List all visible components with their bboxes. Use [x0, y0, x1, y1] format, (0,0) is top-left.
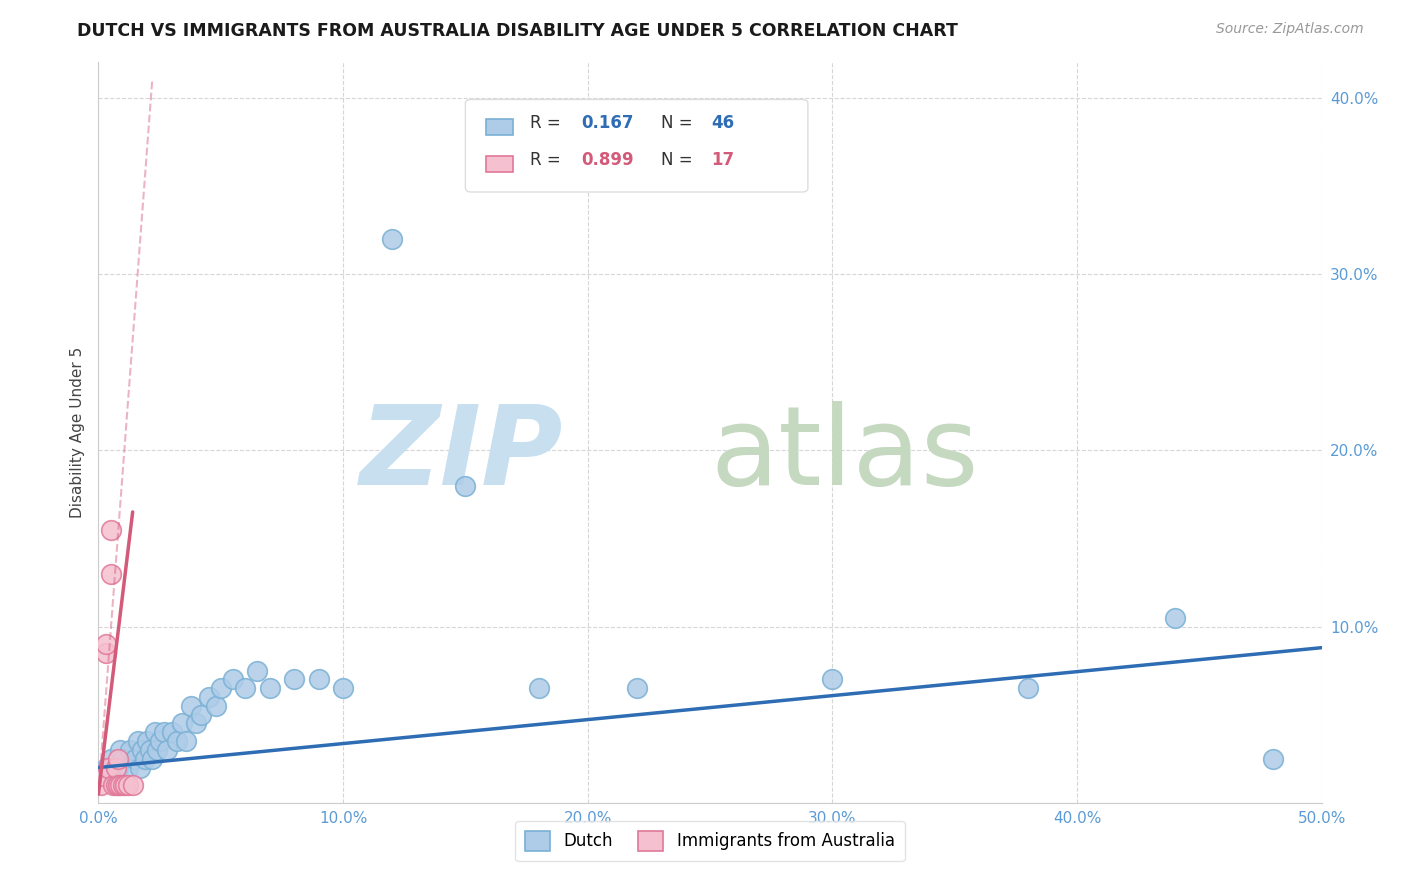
Point: [180, 698, 202, 713]
Point: [454, 478, 477, 492]
Point: [160, 725, 183, 739]
Point: [149, 734, 172, 748]
Point: [139, 743, 162, 757]
Point: [104, 778, 127, 792]
Point: [197, 690, 219, 704]
Point: [246, 664, 269, 678]
Point: [205, 698, 228, 713]
Point: [91, 769, 114, 783]
Point: [110, 778, 132, 792]
Text: 0.899: 0.899: [582, 151, 634, 169]
Point: [1164, 610, 1187, 624]
Point: [121, 778, 143, 792]
Point: [1017, 681, 1039, 696]
Point: [100, 752, 122, 766]
Text: atlas: atlas: [710, 401, 979, 508]
Point: [222, 673, 245, 687]
Point: [153, 725, 176, 739]
Point: [186, 716, 208, 731]
Text: R =: R =: [530, 151, 561, 169]
Point: [332, 681, 354, 696]
Text: ZIP: ZIP: [360, 401, 564, 508]
Point: [129, 760, 152, 774]
Point: [94, 637, 117, 651]
Point: [259, 681, 281, 696]
Point: [146, 743, 169, 757]
Point: [114, 778, 136, 792]
Point: [166, 734, 188, 748]
Point: [527, 681, 550, 696]
FancyBboxPatch shape: [486, 156, 513, 172]
Point: [97, 760, 120, 774]
Point: [104, 760, 127, 774]
Point: [101, 769, 124, 783]
Text: 17: 17: [711, 151, 734, 169]
Point: [100, 566, 122, 581]
Point: [308, 673, 330, 687]
Point: [283, 673, 305, 687]
Point: [111, 752, 134, 766]
Point: [110, 743, 132, 757]
Text: 46: 46: [711, 114, 734, 132]
FancyBboxPatch shape: [486, 119, 513, 135]
Point: [176, 734, 198, 748]
Point: [381, 232, 404, 246]
FancyBboxPatch shape: [465, 99, 808, 192]
Point: [233, 681, 256, 696]
Point: [101, 778, 124, 792]
Point: [209, 681, 232, 696]
Point: [107, 752, 129, 766]
Text: DUTCH VS IMMIGRANTS FROM AUSTRALIA DISABILITY AGE UNDER 5 CORRELATION CHART: DUTCH VS IMMIGRANTS FROM AUSTRALIA DISAB…: [77, 22, 959, 40]
Point: [134, 752, 156, 766]
Point: [190, 707, 212, 722]
Point: [107, 778, 129, 792]
Point: [100, 523, 122, 537]
Point: [94, 760, 117, 774]
Point: [170, 716, 193, 731]
Point: [124, 752, 146, 766]
Point: [136, 734, 159, 748]
Point: [117, 760, 139, 774]
Point: [156, 743, 179, 757]
Point: [111, 778, 134, 792]
Point: [1261, 752, 1284, 766]
Text: 0.167: 0.167: [582, 114, 634, 132]
Text: N =: N =: [661, 151, 693, 169]
Point: [94, 646, 117, 660]
Point: [141, 752, 163, 766]
Point: [143, 725, 166, 739]
Point: [626, 681, 648, 696]
Text: Source: ZipAtlas.com: Source: ZipAtlas.com: [1216, 22, 1364, 37]
Point: [127, 734, 149, 748]
Text: R =: R =: [530, 114, 561, 132]
Point: [107, 760, 129, 774]
Y-axis label: Disability Age Under 5: Disability Age Under 5: [69, 347, 84, 518]
Text: N =: N =: [661, 114, 693, 132]
Point: [90, 778, 112, 792]
Point: [117, 778, 139, 792]
Legend: Dutch, Immigrants from Australia: Dutch, Immigrants from Australia: [516, 821, 904, 861]
Point: [131, 743, 153, 757]
Point: [120, 743, 142, 757]
Point: [821, 673, 844, 687]
